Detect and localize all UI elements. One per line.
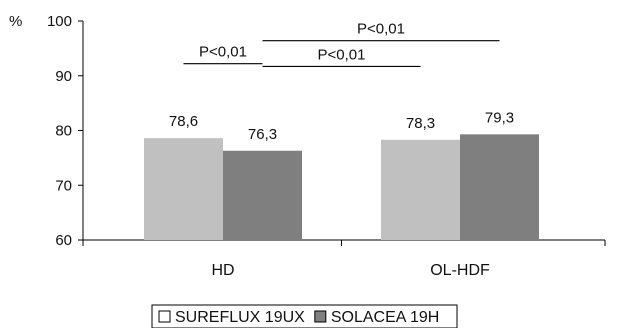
bar-hd-series-1 — [144, 138, 223, 240]
legend-label-2: SOLACEA 19H — [331, 309, 440, 326]
data-label: 78,3 — [406, 115, 435, 132]
legend-label-1: SUREFLUX 19UX — [175, 309, 305, 326]
y-tick-label: 80 — [55, 123, 72, 140]
bar-ol-hdf-series-1 — [381, 139, 460, 240]
legend: SUREFLUX 19UX SOLACEA 19H — [151, 304, 458, 328]
y-axis-label: % — [9, 13, 22, 30]
data-label: 78,6 — [169, 113, 198, 130]
legend-box — [151, 304, 458, 328]
legend-swatch-2 — [314, 310, 327, 323]
data-label: 79,3 — [485, 109, 514, 126]
y-tick-label: 60 — [55, 232, 72, 249]
significance-label-2: P<0,01 — [318, 46, 366, 63]
significance-annotations: P<0,01 P<0,01 P<0,01 — [183, 21, 500, 68]
data-labels: 78,6 78,3 76,3 79,3 — [169, 109, 514, 142]
bar-hd-series-2 — [223, 150, 302, 240]
y-tick-label: 90 — [55, 68, 72, 85]
y-tick-label: 100 — [47, 13, 72, 30]
data-label: 76,3 — [248, 126, 277, 143]
legend-swatch-1 — [158, 310, 171, 323]
bars — [144, 134, 539, 240]
x-tick-label-hd: HD — [211, 262, 234, 279]
x-tick-label-ol-hdf: OL-HDF — [430, 262, 490, 279]
bar-ol-hdf-series-2 — [460, 134, 539, 240]
y-tick-label: 70 — [55, 177, 72, 194]
significance-label-1: P<0,01 — [199, 44, 247, 61]
significance-label-3: P<0,01 — [357, 21, 405, 38]
